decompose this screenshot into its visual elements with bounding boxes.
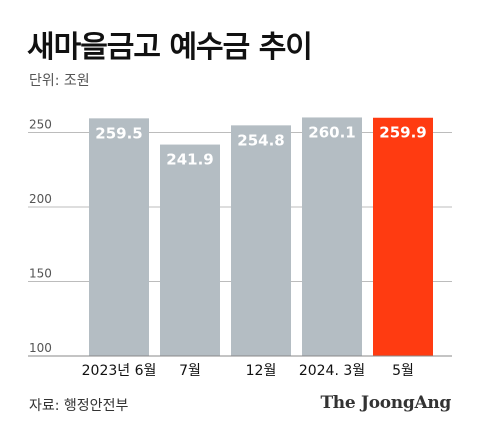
bar-value-label: 259.5 xyxy=(95,124,142,142)
x-tick-label: 2023년 6월 xyxy=(82,363,157,379)
source-note: 자료: 행정안전부 xyxy=(29,398,129,414)
bar xyxy=(160,144,220,356)
y-tick-label: 250 xyxy=(29,118,52,132)
unit-label: 단위: 조원 xyxy=(29,73,90,89)
bar-value-label: 259.9 xyxy=(379,124,426,142)
bar xyxy=(231,125,291,357)
x-tick-label: 12월 xyxy=(246,363,277,379)
x-tick-label: 5월 xyxy=(392,363,414,379)
x-tick-label: 2024. 3월 xyxy=(299,363,365,379)
y-tick-label: 200 xyxy=(29,192,52,206)
y-tick-label: 100 xyxy=(29,341,52,355)
y-tick-label: 150 xyxy=(29,267,52,281)
bar xyxy=(89,118,149,356)
bar xyxy=(373,117,433,357)
bar-value-label: 241.9 xyxy=(166,151,213,169)
x-tick-label: 7월 xyxy=(179,363,201,379)
brand-logo: The JoongAng xyxy=(320,393,451,413)
bar xyxy=(302,117,362,357)
bar-value-label: 254.8 xyxy=(237,131,284,149)
bar-value-label: 260.1 xyxy=(308,123,355,141)
chart-title: 새마을금고 예수금 추이 xyxy=(27,30,313,65)
